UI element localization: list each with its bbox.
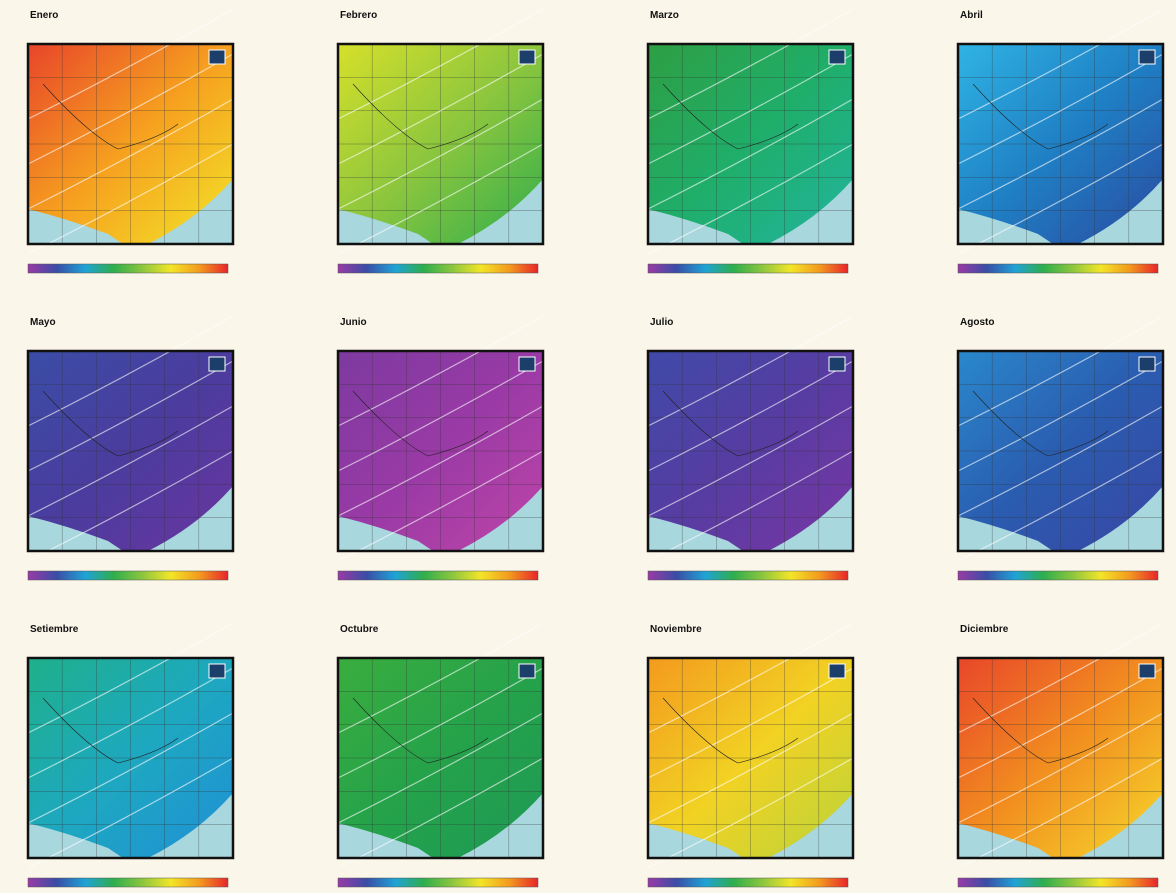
month-title: Enero (30, 10, 58, 21)
colorbar (958, 264, 1158, 273)
month-title: Marzo (650, 10, 679, 21)
logo (209, 357, 225, 371)
map-panel: Julio (628, 309, 868, 599)
colorbar (648, 571, 848, 580)
map-panel: Febrero (318, 2, 558, 292)
month-title: Setiembre (30, 624, 79, 635)
figure: Enero Febrero Marzo Abril Mayo Junio Julio Agos… (0, 0, 1176, 893)
colorbar (338, 264, 538, 273)
logo (209, 50, 225, 64)
month-title: Febrero (340, 10, 377, 21)
logo (1139, 357, 1155, 371)
logo (829, 50, 845, 64)
month-title: Noviembre (650, 624, 702, 635)
colorbar (28, 571, 228, 580)
logo (519, 664, 535, 678)
month-title: Octubre (340, 624, 379, 635)
map-panel: Noviembre (628, 616, 868, 893)
colorbar (28, 264, 228, 273)
logo (1139, 50, 1155, 64)
map-panel: Marzo (628, 2, 868, 292)
colorbar (338, 878, 538, 887)
map-panel: Setiembre (8, 616, 248, 893)
colorbar (338, 571, 538, 580)
month-title: Junio (340, 317, 367, 328)
logo (519, 357, 535, 371)
colorbar (958, 878, 1158, 887)
month-title: Mayo (30, 317, 56, 328)
map-panel: Enero (8, 2, 248, 292)
logo (829, 357, 845, 371)
map-panel: Octubre (318, 616, 558, 893)
month-title: Abril (960, 10, 983, 21)
map-panel: Junio (318, 309, 558, 599)
logo (829, 664, 845, 678)
colorbar (28, 878, 228, 887)
logo (519, 50, 535, 64)
map-panel: Diciembre (938, 616, 1176, 893)
logo (209, 664, 225, 678)
map-panel: Abril (938, 2, 1176, 292)
month-title: Julio (650, 317, 673, 328)
logo (1139, 664, 1155, 678)
colorbar (648, 878, 848, 887)
month-title: Agosto (960, 317, 994, 328)
colorbar (648, 264, 848, 273)
map-panel: Agosto (938, 309, 1176, 599)
map-panel: Mayo (8, 309, 248, 599)
colorbar (958, 571, 1158, 580)
month-title: Diciembre (960, 624, 1009, 635)
